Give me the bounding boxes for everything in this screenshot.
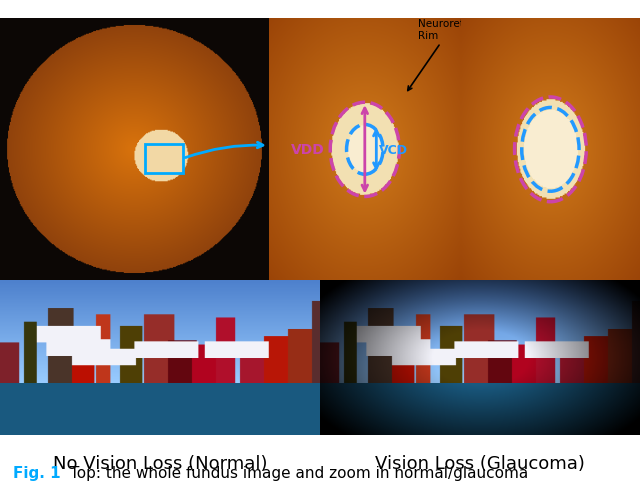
- Text: Vision Loss (Glaucoma): Vision Loss (Glaucoma): [375, 454, 585, 472]
- Text: Neuroretinal
Rim: Neuroretinal Rim: [408, 19, 483, 91]
- Text: Normal: Normal: [332, 299, 397, 317]
- Text: VDD: VDD: [291, 143, 324, 157]
- Text: Fig. 1: Fig. 1: [13, 465, 60, 480]
- Text: Top: the whole fundus image and zoom in normal/glaucoma: Top: the whole fundus image and zoom in …: [70, 465, 529, 480]
- Text: Glaucoma: Glaucoma: [505, 299, 596, 317]
- Text: No Vision Loss (Normal): No Vision Loss (Normal): [52, 454, 268, 472]
- Text: Fundus Image: Fundus Image: [71, 299, 198, 317]
- Text: VCD: VCD: [379, 144, 408, 156]
